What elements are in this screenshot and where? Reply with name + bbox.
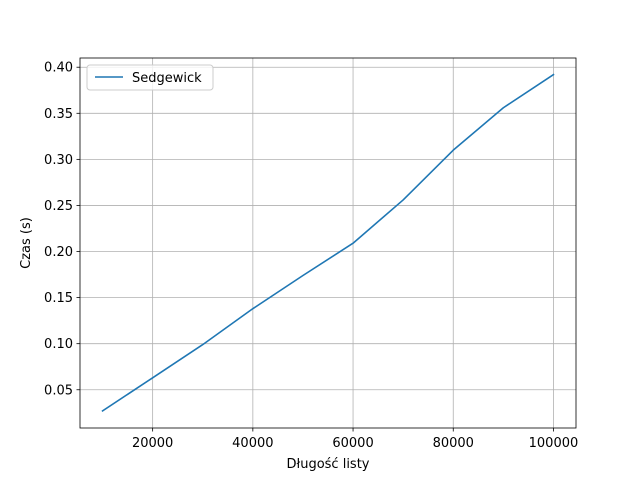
- y-tick-label: 0.05: [44, 383, 73, 398]
- y-tick-label: 0.40: [44, 61, 73, 76]
- y-tick-label: 0.35: [44, 107, 73, 122]
- x-tick-label: 80000: [433, 436, 474, 451]
- y-tick-label: 0.25: [44, 199, 73, 214]
- x-tick-label: 20000: [132, 436, 173, 451]
- x-tick-label: 40000: [232, 436, 273, 451]
- y-tick-label: 0.20: [44, 245, 73, 260]
- y-tick-label: 0.10: [44, 337, 73, 352]
- x-tick-label: 100000: [529, 436, 579, 451]
- x-axis-label: Długość listy: [287, 457, 370, 472]
- x-axis-ticks: 20000 40000 60000 80000 100000: [132, 428, 578, 451]
- y-tick-label: 0.15: [44, 291, 73, 306]
- legend-label-sedgewick: Sedgewick: [132, 71, 202, 86]
- x-tick-label: 60000: [332, 436, 373, 451]
- y-tick-label: 0.30: [44, 153, 73, 168]
- legend: Sedgewick: [87, 65, 213, 90]
- y-axis-ticks: 0.05 0.10 0.15 0.20 0.25 0.30 0.35 0.40: [44, 61, 80, 399]
- y-axis-label: Czas (s): [19, 217, 34, 269]
